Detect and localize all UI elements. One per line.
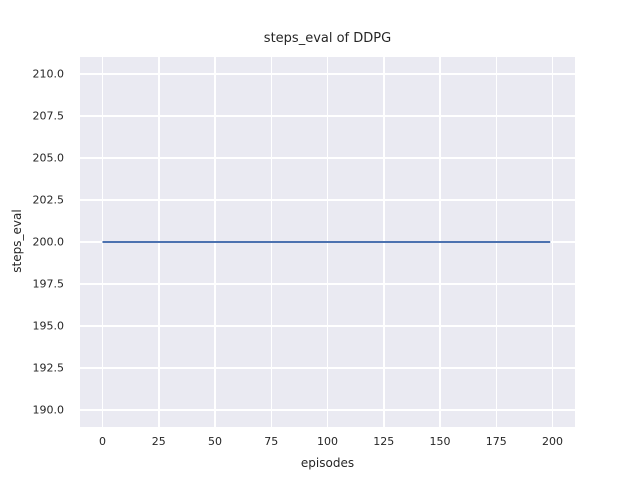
y-tick-label: 205.0 [32, 151, 65, 165]
y-tick-label: 195.0 [32, 319, 65, 333]
x-tick-label: 150 [429, 435, 451, 448]
x-tick-label: 100 [317, 435, 338, 448]
y-tick-label: 192.5 [32, 361, 65, 375]
gridline-y [80, 157, 575, 159]
y-tick-label: 190.0 [32, 403, 65, 417]
gridline-y [80, 409, 575, 411]
y-tick-label: 207.5 [32, 109, 65, 123]
gridline-y [80, 115, 575, 117]
chart-title: steps_eval of DDPG [263, 31, 392, 46]
y-tick-label: 202.5 [32, 193, 65, 207]
x-tick-label: 0 [99, 435, 106, 448]
y-tick-label: 200.0 [32, 235, 65, 249]
y-tick-label: 210.0 [32, 67, 65, 81]
gridline-y [80, 283, 575, 285]
x-tick-label: 50 [208, 435, 222, 448]
gridline-y [80, 325, 575, 327]
y-tick-label: 197.5 [32, 277, 65, 291]
series-line-layer [80, 57, 575, 427]
plot-area [80, 57, 575, 427]
gridline-y [80, 367, 575, 369]
gridline-y [80, 199, 575, 201]
x-axis-label: episodes [300, 456, 355, 470]
x-tick-labels: 0 25 50 75 100 125 150 175 200 [80, 427, 575, 449]
x-tick-label: 200 [542, 435, 563, 448]
x-tick-label: 125 [373, 435, 395, 448]
gridline-y [80, 73, 575, 75]
x-tick-label: 25 [151, 435, 166, 448]
y-tick-labels: 190.0 192.5 195.0 197.5 200.0 202.5 205.0 207.5… [0, 57, 71, 427]
x-tick-label: 75 [264, 435, 279, 448]
x-tick-label: 175 [485, 435, 507, 448]
